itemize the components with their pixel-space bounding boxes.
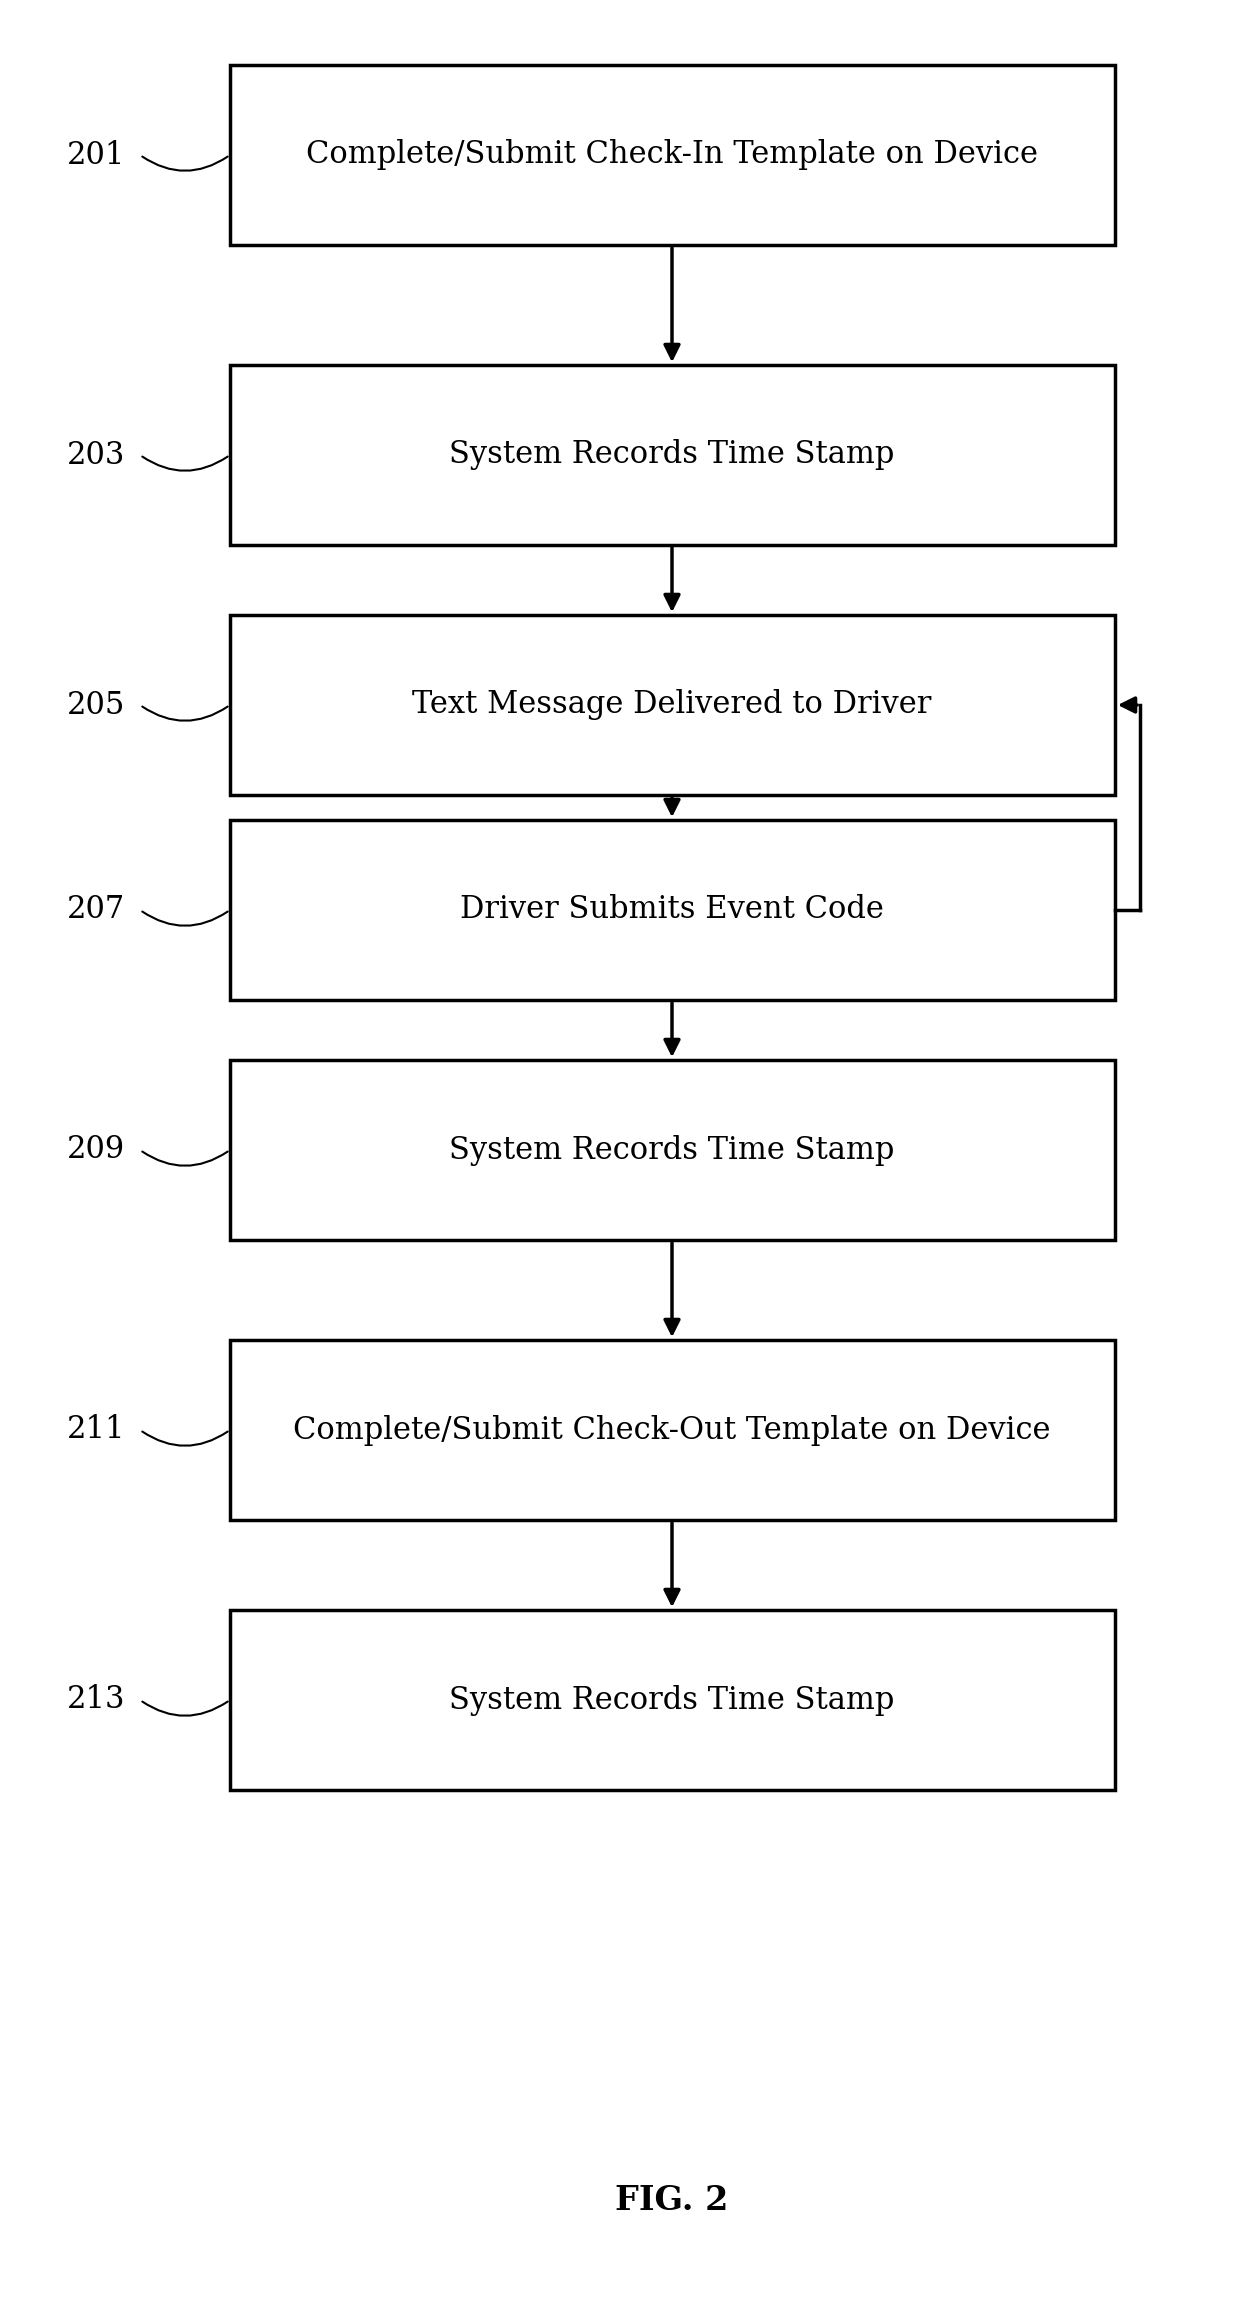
Text: 203: 203 xyxy=(67,440,125,470)
Text: Text Message Delivered to Driver: Text Message Delivered to Driver xyxy=(413,690,931,721)
Text: 213: 213 xyxy=(67,1684,125,1715)
Bar xyxy=(229,366,1115,544)
Text: System Records Time Stamp: System Records Time Stamp xyxy=(449,1684,895,1715)
Text: 207: 207 xyxy=(67,894,125,924)
Text: System Records Time Stamp: System Records Time Stamp xyxy=(449,1135,895,1165)
Text: 201: 201 xyxy=(67,139,125,171)
Text: 211: 211 xyxy=(67,1413,125,1446)
Text: System Records Time Stamp: System Records Time Stamp xyxy=(449,440,895,470)
Bar xyxy=(229,1059,1115,1240)
Bar xyxy=(229,1610,1115,1791)
Bar xyxy=(229,1339,1115,1520)
Text: 209: 209 xyxy=(67,1135,125,1165)
Text: 205: 205 xyxy=(67,690,125,721)
Bar xyxy=(229,614,1115,795)
Bar xyxy=(229,65,1115,246)
Text: Complete/Submit Check-Out Template on Device: Complete/Submit Check-Out Template on De… xyxy=(293,1413,1050,1446)
Text: Driver Submits Event Code: Driver Submits Event Code xyxy=(460,894,884,924)
Text: FIG. 2: FIG. 2 xyxy=(615,2183,729,2217)
Text: Complete/Submit Check-In Template on Device: Complete/Submit Check-In Template on Dev… xyxy=(306,139,1038,171)
Bar xyxy=(229,820,1115,1001)
